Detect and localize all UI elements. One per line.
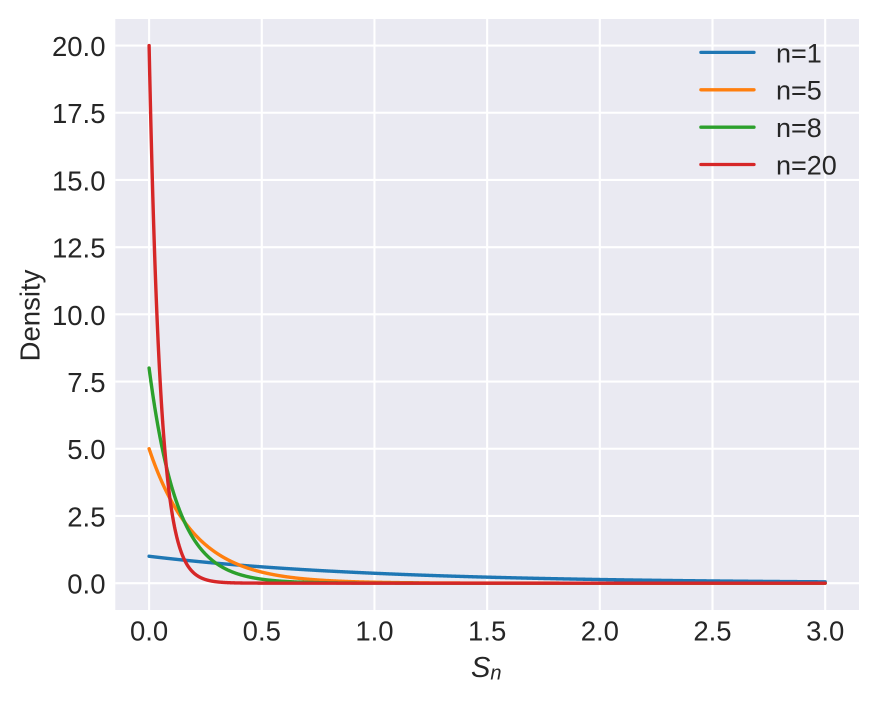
svg-text:10.0: 10.0	[52, 300, 106, 331]
svg-text:n=5: n=5	[776, 76, 822, 106]
svg-text:0.0: 0.0	[130, 616, 168, 647]
svg-text:0.0: 0.0	[67, 569, 105, 600]
svg-text:0.5: 0.5	[243, 616, 281, 647]
svg-text:2.0: 2.0	[581, 616, 619, 647]
svg-text:n=8: n=8	[776, 113, 822, 143]
svg-text:7.5: 7.5	[67, 367, 105, 398]
svg-text:15.0: 15.0	[52, 165, 106, 196]
svg-text:5.0: 5.0	[67, 434, 105, 465]
svg-text:Density: Density	[15, 269, 46, 361]
svg-text:1.5: 1.5	[468, 616, 506, 647]
svg-text:1.0: 1.0	[355, 616, 393, 647]
svg-text:12.5: 12.5	[52, 233, 106, 264]
svg-text:n=20: n=20	[776, 150, 837, 180]
svg-text:2.5: 2.5	[693, 616, 731, 647]
svg-text:20.0: 20.0	[52, 31, 106, 62]
svg-text:2.5: 2.5	[67, 501, 105, 532]
svg-text:17.5: 17.5	[52, 98, 106, 129]
svg-text:3.0: 3.0	[806, 616, 844, 647]
svg-text:n=1: n=1	[776, 38, 822, 68]
